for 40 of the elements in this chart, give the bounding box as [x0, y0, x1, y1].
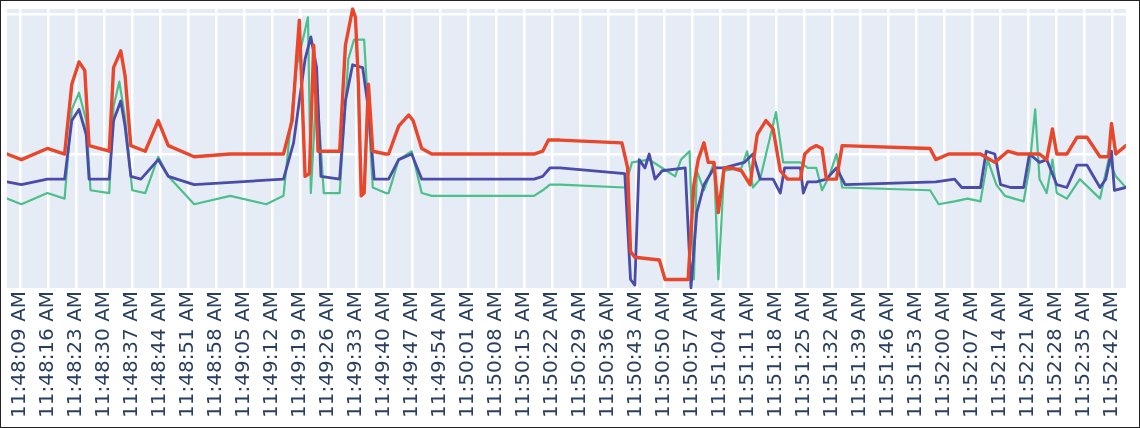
x-tick-label: 11:49:54 AM [426, 290, 451, 419]
x-tick-label: 11:52:28 AM [1042, 290, 1067, 419]
x-tick-label: 11:50:43 AM [622, 290, 647, 419]
x-tick-label: 11:49:19 AM [286, 290, 311, 419]
x-tick-label: 11:50:50 AM [650, 290, 675, 419]
x-tick-label: 11:49:47 AM [398, 290, 423, 419]
x-tick-label: 11:48:44 AM [146, 290, 171, 419]
x-tick-label: 11:52:21 AM [1014, 290, 1039, 419]
x-tick-label: 11:49:40 AM [370, 290, 395, 419]
x-tick-label: 11:48:51 AM [174, 290, 199, 419]
x-tick-label: 11:51:32 AM [818, 290, 843, 419]
x-tick-label: 11:50:01 AM [454, 290, 479, 419]
x-tick-label: 11:50:15 AM [510, 290, 535, 419]
x-tick-label: 11:51:46 AM [874, 290, 899, 419]
x-tick-label: 11:48:58 AM [202, 290, 227, 419]
x-tick-label: 11:51:18 AM [762, 290, 787, 419]
x-tick-label: 11:52:07 AM [958, 290, 983, 419]
x-tick-label: 11:50:29 AM [566, 290, 591, 419]
x-tick-label: 11:51:04 AM [706, 290, 731, 419]
x-tick-label: 11:51:53 AM [902, 290, 927, 419]
x-tick-label: 11:52:35 AM [1070, 290, 1095, 419]
x-tick-label: 11:49:05 AM [230, 290, 255, 419]
x-tick-label: 11:48:09 AM [6, 290, 31, 419]
x-tick-label: 11:49:12 AM [258, 290, 283, 419]
x-tick-label: 11:51:25 AM [790, 290, 815, 419]
x-tick-label: 11:51:11 AM [734, 290, 759, 419]
x-tick-label: 11:52:14 AM [986, 290, 1011, 419]
x-tick-label: 11:52:42 AM [1098, 290, 1123, 419]
x-tick-label: 11:50:22 AM [538, 290, 563, 419]
x-tick-label: 11:49:26 AM [314, 290, 339, 419]
x-tick-label: 11:48:16 AM [34, 290, 59, 419]
x-tick-label: 11:51:39 AM [846, 290, 871, 419]
x-tick-label: 11:50:36 AM [594, 290, 619, 419]
x-tick-label: 11:49:33 AM [342, 290, 367, 419]
x-tick-label: 11:50:08 AM [482, 290, 507, 419]
x-tick-label: 11:50:57 AM [678, 290, 703, 419]
x-tick-label: 11:48:30 AM [90, 290, 115, 419]
x-tick-label: 11:48:23 AM [62, 290, 87, 419]
x-tick-label: 11:52:00 AM [930, 290, 955, 419]
x-tick-label: 11:48:37 AM [118, 290, 143, 419]
